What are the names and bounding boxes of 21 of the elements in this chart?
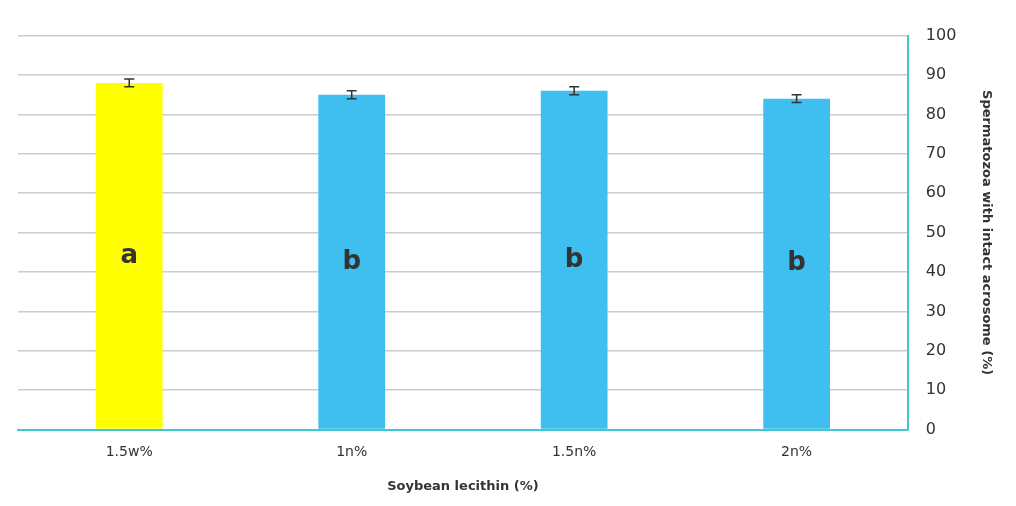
x-tick-label: 1n%: [336, 442, 368, 459]
y-tick-label: 90: [925, 64, 947, 84]
y-tick-label: 50: [925, 221, 947, 241]
y-tick-label: 40: [925, 261, 947, 281]
annotation: b: [342, 244, 362, 275]
x-tick-label: 1.5w%: [105, 442, 153, 459]
y-tick-label: 20: [925, 339, 947, 359]
y-tick-label: 0: [925, 418, 937, 438]
y-tick-label: 70: [925, 142, 947, 162]
y-tick-label: 10: [925, 379, 947, 399]
y-axis-title: Spermatozoa with intact acrosome (%): [979, 90, 995, 376]
annotation: a: [120, 238, 139, 269]
y-tick-label: 30: [925, 300, 947, 320]
x-axis-title: Soybean lecithin (%): [387, 477, 539, 493]
x-tick-label: 1.5n%: [551, 442, 597, 459]
annotation: b: [787, 246, 806, 277]
y-tick-label: 60: [925, 182, 947, 202]
y-tick-label: 80: [925, 103, 947, 123]
annotation: b: [564, 242, 584, 273]
x-tick-label: 2n%: [781, 442, 813, 459]
y-tick-label: 100: [925, 24, 957, 44]
